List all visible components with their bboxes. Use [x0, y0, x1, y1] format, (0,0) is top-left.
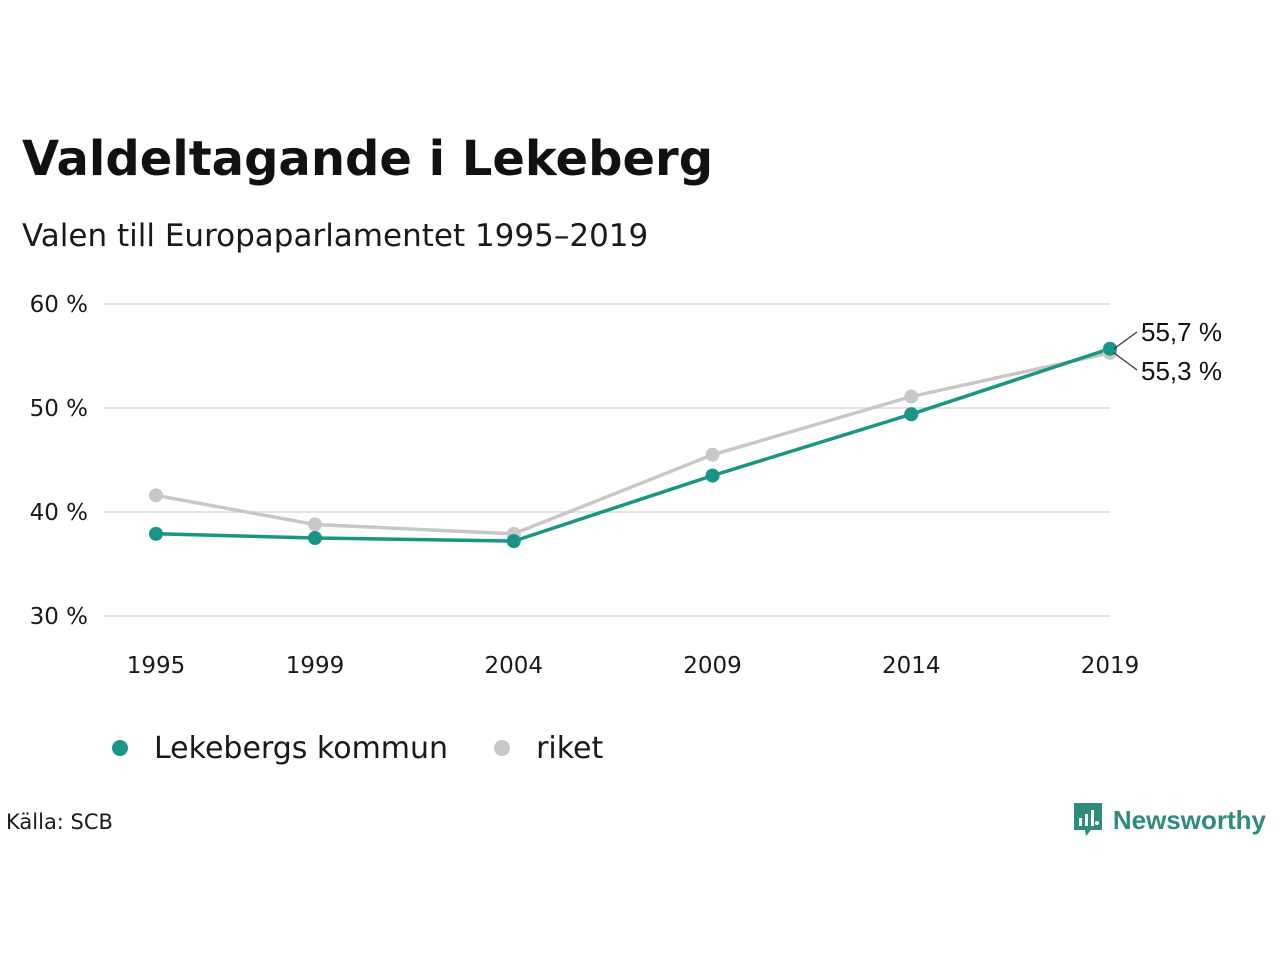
gridlines	[103, 303, 1110, 617]
series-line-lekebergs-kommun	[154, 346, 1112, 543]
end-label-leader-lekebergs-kommun	[1113, 331, 1138, 350]
y-tick-label: 30 %	[30, 604, 88, 630]
brand-logo: Newsworthy	[1073, 802, 1266, 838]
data-point-riket	[705, 447, 720, 462]
y-axis-ticks: 30 % 40 % 50 % 60 %	[30, 292, 88, 630]
legend-item-riket: riket	[494, 731, 603, 766]
end-label-lekebergs-kommun: 55,7 %	[1141, 317, 1222, 347]
legend: Lekebergs kommun riket	[112, 724, 649, 772]
y-tick-label: 60 %	[30, 292, 88, 318]
legend-item-lekebergs-kommun: Lekebergs kommun	[112, 731, 448, 766]
x-tick-label: 2004	[484, 653, 543, 679]
legend-marker-riket	[494, 740, 511, 756]
data-point-riket	[149, 488, 163, 503]
source-note: Källa: SCB	[6, 810, 113, 834]
data-point-riket	[308, 517, 322, 532]
x-tick-label: 1995	[127, 653, 186, 679]
y-tick-label: 40 %	[30, 500, 88, 526]
x-axis-ticks: 1995 1999 2004 2009 2014 2019	[127, 653, 1140, 679]
data-point-lekebergs-kommun	[904, 407, 919, 422]
data-point-lekebergs-kommun	[149, 526, 163, 541]
end-label-leader-riket	[1113, 352, 1138, 371]
data-point-lekebergs-kommun	[506, 534, 521, 549]
legend-label-riket: riket	[536, 730, 604, 766]
y-tick-label: 50 %	[30, 396, 88, 422]
chart-title: Valdeltagande i Lekeberg	[22, 131, 714, 187]
x-tick-label: 1999	[286, 653, 345, 679]
end-value-labels: 55,7 % 55,3 %	[1113, 317, 1222, 386]
chart-subtitle: Valen till Europaparlamentet 1995–2019	[22, 218, 649, 254]
end-label-riket: 55,3 %	[1141, 356, 1222, 386]
newsworthy-logo-icon	[1073, 803, 1102, 836]
x-tick-label: 2009	[683, 653, 742, 679]
brand-name: Newsworthy	[1112, 804, 1266, 835]
data-point-lekebergs-kommun	[308, 531, 322, 545]
data-point-riket	[904, 389, 919, 404]
series-line-riket	[154, 351, 1112, 536]
x-tick-label: 2019	[1081, 653, 1140, 679]
x-tick-label: 2014	[882, 653, 941, 679]
legend-marker-lekebergs-kommun	[112, 740, 128, 756]
data-point-lekebergs-kommun	[705, 468, 720, 483]
series-lines	[149, 341, 1117, 549]
legend-label-lekebergs-kommun: Lekebergs kommun	[154, 730, 449, 766]
data-point-lekebergs-kommun	[1103, 341, 1117, 356]
